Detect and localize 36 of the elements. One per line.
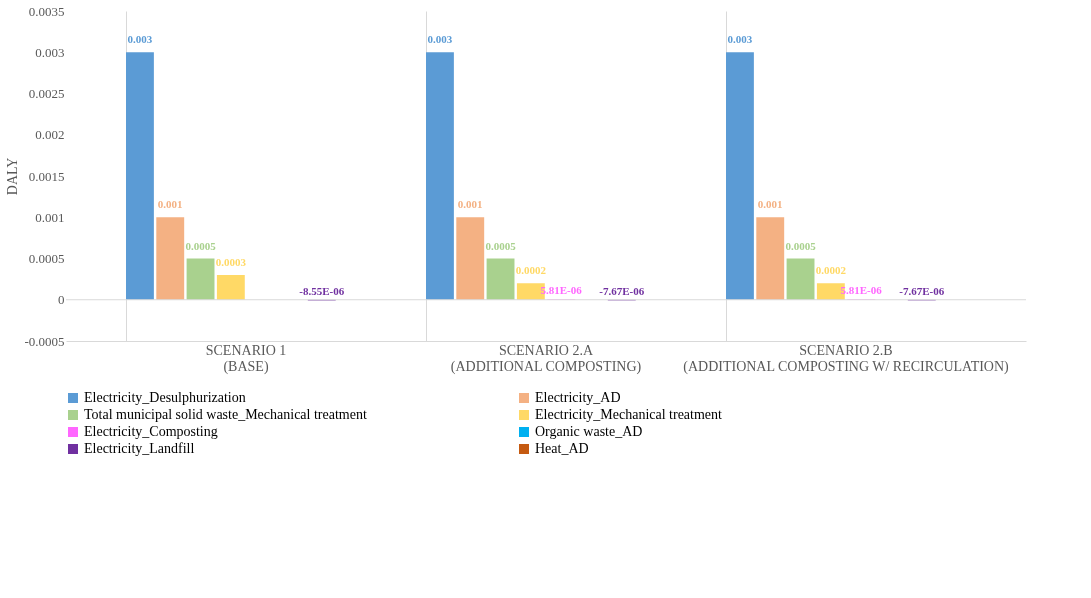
data-label: -8.55E-06 — [299, 285, 345, 298]
y-tick-label: 0.002 — [35, 127, 65, 143]
data-label: 0.001 — [457, 198, 483, 211]
y-tick-label: 0.0005 — [28, 251, 65, 266]
data-label: 0.003 — [727, 33, 753, 46]
data-label: -7.67E-06 — [899, 285, 945, 298]
y-tick-label: 0.001 — [35, 209, 65, 225]
legend-label: Electricity_Mechanical treatment — [535, 407, 723, 422]
data-label: 0.001 — [157, 198, 183, 211]
x-tick-label: SCENARIO 1 (BASE) — [205, 342, 287, 375]
y-tick-label: 0 — [58, 292, 65, 308]
data-label: 0.0005 — [185, 239, 217, 252]
legend-label: Total municipal solid waste_Mechanical treatment — [84, 407, 367, 422]
y-tick-label: 0.0025 — [28, 86, 65, 101]
y-tick-label: 0.0015 — [28, 168, 65, 184]
legend-label: Organic waste_AD — [535, 424, 643, 439]
legend-label: Electricity_Desulphurization — [84, 390, 246, 405]
legend-label: Electricity_Landfill — [84, 441, 195, 456]
data-label: 0.001 — [757, 198, 783, 211]
data-label: 0.0003 — [215, 256, 247, 268]
legend-label: Electricity_AD — [535, 390, 621, 405]
x-tick-label: SCENARIO 2.A (ADDITIONAL COMPOSTING) — [450, 342, 642, 375]
y-tick-label: -0.0005 — [24, 333, 65, 349]
data-label: 0.0005 — [785, 239, 817, 252]
y-tick-label: 0.003 — [35, 44, 65, 60]
data-label: 0.0002 — [815, 264, 847, 277]
data-label: 0.003 — [127, 33, 153, 46]
legend-label: Heat_AD — [535, 441, 589, 456]
data-label: 0.0002 — [515, 264, 547, 277]
data-label: 0.003 — [427, 33, 453, 46]
legend-label: Electricity_Composting — [84, 424, 218, 439]
data-label: 0.0005 — [485, 239, 517, 252]
data-label: -7.67E-06 — [599, 285, 645, 298]
y-axis-title: DALY — [5, 157, 21, 196]
y-tick-label: 0.0035 — [28, 3, 65, 19]
x-tick-label: SCENARIO 2.B (ADDITIONAL COMPOSTING W/ RECIRCULATION) — [683, 342, 1010, 375]
